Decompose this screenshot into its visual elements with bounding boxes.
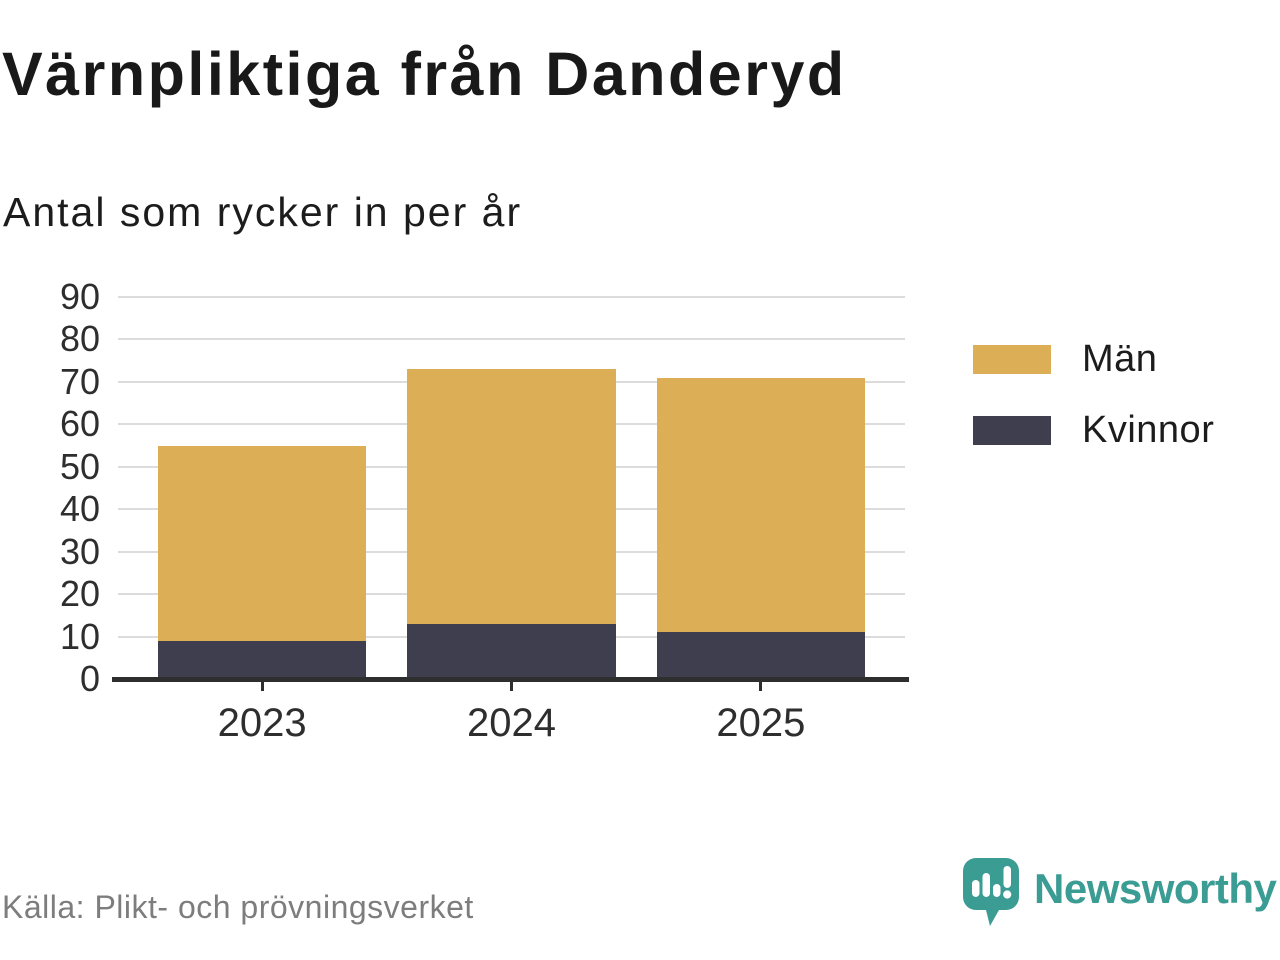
chart-title: Värnpliktiga från Danderyd: [2, 40, 847, 108]
x-axis-tick-2024: [510, 682, 513, 691]
brand-name: Newsworthy: [1034, 865, 1277, 912]
bar-segment-2023-kvinnor: [158, 640, 367, 679]
legend-label-kvinnor: Kvinnor: [1082, 409, 1215, 451]
x-axis-tick-2023: [260, 682, 264, 691]
y-axis: 0 10 20 30 40 50 60 70 80 90: [0, 276, 100, 699]
legend-item-kvinnor: Kvinnor: [973, 409, 1214, 452]
y-axis-label-90: 90: [59, 276, 100, 317]
gridline-80: [118, 338, 905, 341]
y-axis-label-70: 70: [59, 360, 100, 402]
x-axis-baseline: [112, 677, 909, 682]
bar-segment-2025-kvinnor: [656, 632, 865, 679]
y-axis-label-10: 10: [59, 615, 100, 657]
y-axis-label-0: 0: [79, 658, 100, 699]
legend: Män Kvinnor: [973, 338, 1214, 452]
bar-segment-2023-män: [158, 445, 367, 641]
bar-segment-2025-män: [656, 377, 865, 633]
y-axis-label-20: 20: [59, 573, 100, 615]
x-axis-tick-2025: [759, 682, 763, 691]
newsworthy-bubble-chart-icon: [963, 858, 1019, 926]
bar-segment-2024-män: [407, 369, 616, 624]
legend-item-män: Män: [973, 338, 1214, 381]
gridline-90: [118, 296, 905, 298]
brand-logo: Newsworthy: [963, 858, 1277, 928]
chart-subtitle: Antal som rycker in per år: [3, 189, 523, 235]
y-axis-label-30: 30: [59, 530, 100, 572]
source-note: Källa: Plikt- och prövningsverket: [2, 889, 474, 925]
y-axis-label-40: 40: [59, 488, 100, 530]
x-axis-label-2024: 2024: [467, 701, 556, 745]
legend-swatch-män: [973, 345, 1051, 374]
x-axis-label-2023: 2023: [217, 701, 307, 745]
stacked-bar-plot: [118, 296, 905, 679]
legend-swatch-kvinnor: [973, 416, 1051, 445]
bar-segment-2024-kvinnor: [407, 623, 616, 679]
legend-label-män: Män: [1082, 338, 1158, 380]
y-axis-label-60: 60: [59, 403, 100, 445]
y-axis-label-50: 50: [59, 445, 100, 487]
y-axis-label-80: 80: [59, 318, 100, 360]
x-axis-label-2025: 2025: [716, 701, 806, 745]
